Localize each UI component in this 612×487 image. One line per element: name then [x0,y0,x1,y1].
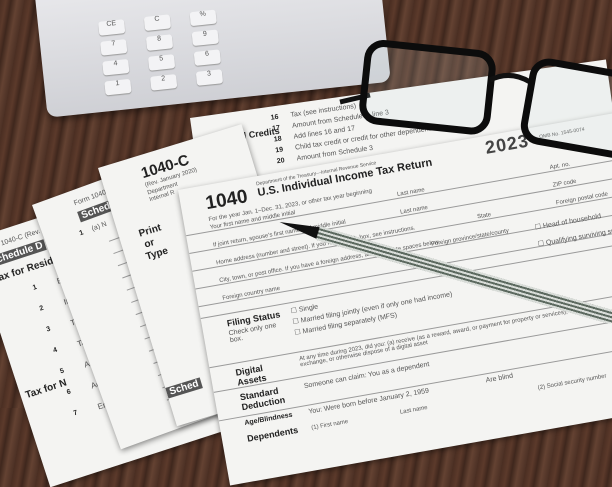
foreign-province-label: Foreign province/state/county [430,228,510,248]
dep-col-ssn: (2) Social security number [537,373,608,392]
schedule-a-row: 1 [78,229,85,238]
row-number: 2 [38,304,45,313]
row-number: 1 [31,283,38,292]
filing-option-label: Single [298,303,319,314]
row-number: 7 [72,409,79,418]
row-number: 5 [59,367,66,376]
row-number: 4 [52,346,59,355]
calculator-key[interactable]: C [143,14,172,32]
calculator-key[interactable]: CE [98,19,126,36]
hoh-label: Head of household [542,212,602,231]
calculator-key[interactable]: % [189,9,217,27]
schedule-a-col: (a) N [90,220,108,233]
calculator-key[interactable]: 4 [102,58,130,76]
dep-col-first: (1) First name [310,419,349,432]
dependents-title: Dependents [246,424,299,444]
calculator-key[interactable]: 6 [193,49,222,66]
calculator-key[interactable]: 3 [195,69,224,86]
row-number: 6 [65,388,72,397]
form-1040c-badge: Sched [165,377,203,399]
calculator-key[interactable]: 5 [147,54,176,71]
line-number: 19 [274,146,284,155]
digital-assets-title: Digital Assets [234,363,268,388]
calculator-key[interactable]: 2 [150,74,178,91]
calculator-key[interactable]: 9 [191,29,219,47]
qss-label: Qualifying surviving spouse [545,225,612,247]
head-of-household-checkbox[interactable]: ☐ Head of household [534,212,602,232]
line-number: 17 [271,124,281,133]
line-number: 18 [273,135,283,144]
line-number: 16 [270,113,280,122]
schedule-d-title2: Tax for N [24,377,69,402]
line-number: 20 [276,157,286,166]
dep-col-last: Last name [399,405,429,416]
eyeglasses [339,40,612,159]
calculator-key[interactable]: 1 [104,78,132,96]
blind-text: Are blind [485,372,514,385]
row-number: 3 [45,325,52,334]
calculator-key[interactable]: 8 [145,34,174,51]
calculator-key[interactable]: 7 [100,39,128,56]
